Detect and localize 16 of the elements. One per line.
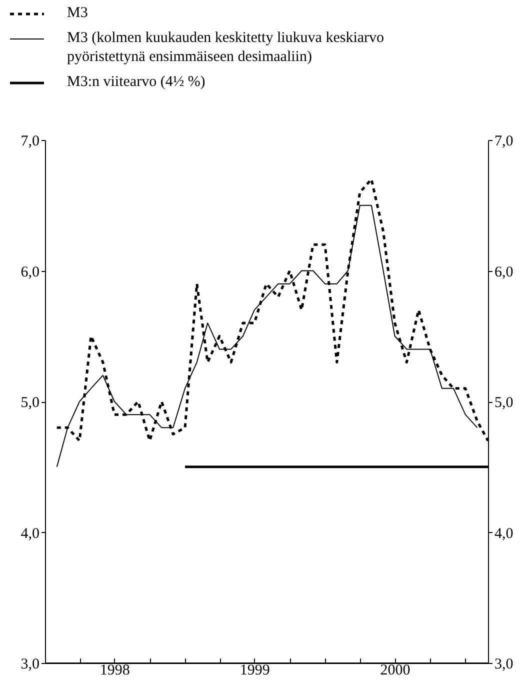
- y-tick-label: 7,0: [20, 134, 40, 150]
- y2-tick-label: 5,0: [494, 395, 514, 411]
- y-tick-label: 4,0: [20, 526, 40, 542]
- x-tick-label: 1999: [240, 662, 270, 678]
- legend-label: M3: [67, 4, 89, 23]
- y2-tick-label: 6,0: [494, 264, 514, 280]
- legend-label: M3:n viitearvo (4½ %): [67, 73, 206, 92]
- y2-tick-label: 4,0: [494, 526, 514, 542]
- y2-tick-label: 7,0: [494, 134, 514, 150]
- y-tick-label: 3,0: [20, 656, 40, 672]
- y-tick-label: 5,0: [20, 395, 40, 411]
- x-tick-label: 2000: [380, 662, 410, 678]
- x-tick-label: 1998: [100, 662, 130, 678]
- legend-label: M3 (kolmen kuukauden keskitetty liukuva keskiarvo pyöristettynä ensimmäiseen desimaaliin): [67, 29, 386, 67]
- y-tick-label: 6,0: [20, 264, 40, 280]
- y2-tick-label: 3,0: [494, 656, 514, 672]
